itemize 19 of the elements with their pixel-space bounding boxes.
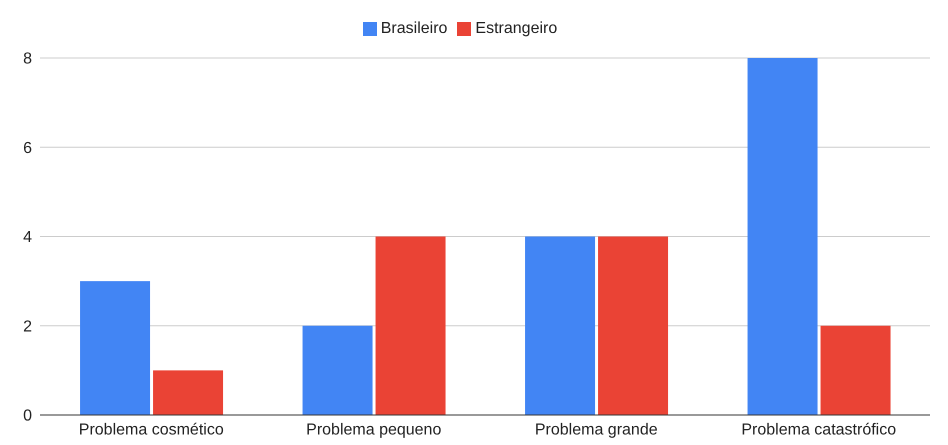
bar: [525, 236, 596, 415]
y-tick-label: 4: [23, 229, 32, 246]
bar: [80, 281, 150, 415]
bar: [376, 236, 446, 415]
bar: [598, 236, 668, 415]
legend-label: Brasileiro: [380, 20, 448, 37]
x-tick-label: Problema pequeno: [306, 421, 442, 438]
legend-label: Estrangeiro: [475, 20, 558, 37]
bar: [820, 326, 891, 415]
y-tick-label: 8: [23, 50, 32, 68]
y-tick-label: 2: [23, 318, 32, 336]
x-tick-label: Problema catastrófico: [741, 421, 896, 438]
bar: [748, 58, 818, 415]
x-tick-label: Problema cosmético: [78, 421, 224, 438]
bar: [302, 326, 373, 415]
y-tick-label: 6: [23, 140, 32, 157]
bar: [153, 370, 224, 415]
x-tick-label: Problema grande: [534, 421, 658, 438]
y-tick-label: 0: [23, 408, 32, 425]
